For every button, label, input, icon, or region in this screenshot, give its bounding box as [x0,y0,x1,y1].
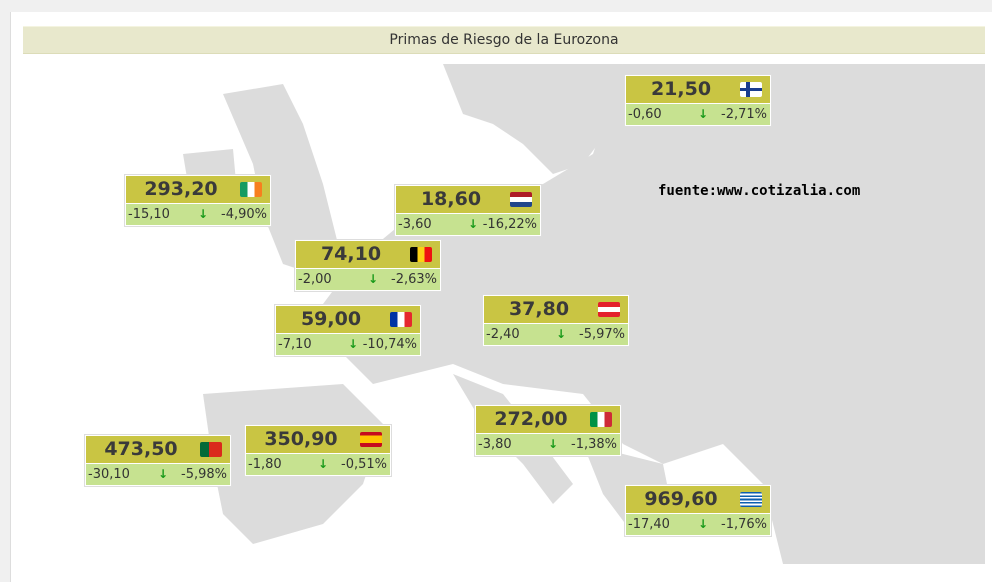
arrow-down-icon: ↓ [368,272,379,286]
france-flag-icon [390,312,412,327]
risk-premium-value: 74,10 [320,243,382,265]
risk-premium-value: 59,00 [300,308,362,330]
risk-box-italy: 272,00 -3,80 ↓ -1,38% [475,405,621,456]
risk-header: 293,20 [126,176,270,203]
risk-header: 37,80 [484,296,628,323]
change-percent: -1,38% [571,437,617,452]
change-value: -0,60 [628,107,662,122]
risk-box-portugal: 473,50 -30,10 ↓ -5,98% [85,435,231,486]
change-value: -3,80 [478,437,512,452]
arrow-down-icon: ↓ [698,517,709,531]
arrow-down-icon: ↓ [198,207,209,221]
arrow-down-icon: ↓ [556,327,567,341]
risk-footer: -1,80 ↓ -0,51% [246,453,390,475]
italy-flag-icon [590,412,612,427]
ireland-flag-icon [240,182,262,197]
risk-box-spain: 350,90 -1,80 ↓ -0,51% [245,425,391,476]
arrow-down-icon: ↓ [348,337,359,351]
arrow-down-icon: ↓ [698,107,709,121]
risk-box-greece: 969,60 -17,40 ↓ -1,76% [625,485,771,536]
risk-footer: -15,10 ↓ -4,90% [126,203,270,225]
risk-footer: -30,10 ↓ -5,98% [86,463,230,485]
risk-premium-value: 293,20 [144,178,218,200]
arrow-down-icon: ↓ [318,457,329,471]
risk-footer: -0,60 ↓ -2,71% [626,103,770,125]
risk-footer: -2,40 ↓ -5,97% [484,323,628,345]
risk-footer: -2,00 ↓ -2,63% [296,268,440,290]
change-percent: -1,76% [721,517,767,532]
change-percent: -4,90% [221,207,267,222]
change-value: -1,80 [248,457,282,472]
risk-footer: -3,60 ↓ -16,22% [396,213,540,235]
belgium-flag-icon [410,247,432,262]
risk-header: 18,60 [396,186,540,213]
change-value: -17,40 [628,517,670,532]
risk-header: 350,90 [246,426,390,453]
greece-flag-icon [740,492,762,507]
risk-header: 969,60 [626,486,770,513]
arrow-down-icon: ↓ [158,467,169,481]
risk-box-netherlands: 18,60 -3,60 ↓ -16,22% [395,185,541,236]
change-value: -30,10 [88,467,130,482]
risk-box-belgium: 74,10 -2,00 ↓ -2,63% [295,240,441,291]
risk-header: 74,10 [296,241,440,268]
change-percent: -0,51% [341,457,387,472]
risk-header: 21,50 [626,76,770,103]
risk-premium-value: 21,50 [650,78,712,100]
change-value: -15,10 [128,207,170,222]
arrow-down-icon: ↓ [468,217,479,231]
risk-premium-value: 18,60 [420,188,482,210]
change-value: -2,00 [298,272,332,287]
change-value: -3,60 [398,217,432,232]
spain-flag-icon [360,432,382,447]
risk-box-austria: 37,80 -2,40 ↓ -5,97% [483,295,629,346]
risk-premium-value: 969,60 [644,488,718,510]
risk-premium-value: 350,90 [264,428,338,450]
finland-flag-icon [740,82,762,97]
risk-header: 59,00 [276,306,420,333]
risk-footer: -3,80 ↓ -1,38% [476,433,620,455]
portugal-flag-icon [200,442,222,457]
risk-header: 272,00 [476,406,620,433]
change-percent: -2,71% [721,107,767,122]
change-percent: -16,22% [482,217,537,232]
arrow-down-icon: ↓ [548,437,559,451]
risk-premium-value: 37,80 [508,298,570,320]
change-value: -2,40 [486,327,520,342]
change-percent: -5,98% [181,467,227,482]
risk-premium-value: 272,00 [494,408,568,430]
change-percent: -5,97% [579,327,625,342]
risk-box-finland: 21,50 -0,60 ↓ -2,71% [625,75,771,126]
risk-premium-value: 473,50 [104,438,178,460]
change-value: -7,10 [278,337,312,352]
risk-box-france: 59,00 -7,10 ↓ -10,74% [275,305,421,356]
austria-flag-icon [598,302,620,317]
change-percent: -10,74% [362,337,417,352]
netherlands-flag-icon [510,192,532,207]
risk-header: 473,50 [86,436,230,463]
change-percent: -2,63% [391,272,437,287]
source-label: fuente:www.cotizalia.com [658,183,861,199]
risk-box-ireland: 293,20 -15,10 ↓ -4,90% [125,175,271,226]
panel-title: Primas de Riesgo de la Eurozona [23,26,985,54]
risk-footer: -7,10 ↓ -10,74% [276,333,420,355]
risk-footer: -17,40 ↓ -1,76% [626,513,770,535]
